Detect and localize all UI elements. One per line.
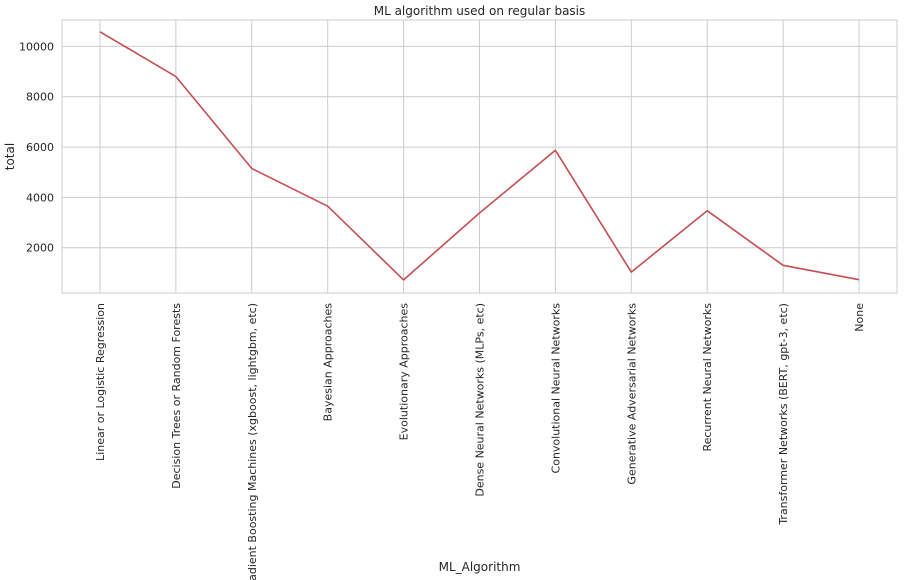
x-axis-label: ML_Algorithm (439, 560, 521, 574)
x-tick-label: Recurrent Neural Networks (701, 303, 714, 452)
series-layer (99, 31, 860, 281)
x-tick-label: Generative Adversarial Networks (625, 303, 638, 485)
y-tick-labels: 2000 4000 6000 8000 10000 (19, 40, 54, 254)
y-axis-label: total (3, 143, 17, 170)
y-tick-label: 8000 (26, 91, 54, 104)
y-tick-label: 2000 (26, 242, 54, 255)
x-tick-label: Dense Neural Networks (MLPs, etc) (474, 303, 487, 497)
x-tick-label: Convolutional Neural Networks (549, 303, 562, 474)
x-tick-label: Linear or Logistic Regression (94, 303, 107, 461)
x-tick-label: Gradient Boosting Machines (xgboost, lig… (246, 303, 259, 580)
x-tick-label: None (853, 303, 866, 332)
x-tick-labels: Linear or Logistic Regression Decision Tr… (94, 303, 866, 580)
y-tick-label: 6000 (26, 141, 54, 154)
x-tick-label: Evolutionary Approaches (398, 303, 411, 441)
chart-title: ML algorithm used on regular basis (374, 4, 586, 18)
y-tick-label: 10000 (19, 40, 54, 53)
x-tick-label: Decision Trees or Random Forests (170, 303, 183, 489)
x-tick-label: Transformer Networks (BERT, gpt-3, etc) (777, 303, 790, 526)
x-tick-label: Bayesian Approaches (322, 303, 335, 422)
x-gridlines (99, 20, 860, 293)
plot-frame (61, 19, 898, 294)
y-tick-label: 4000 (26, 191, 54, 204)
series-line (99, 31, 860, 281)
